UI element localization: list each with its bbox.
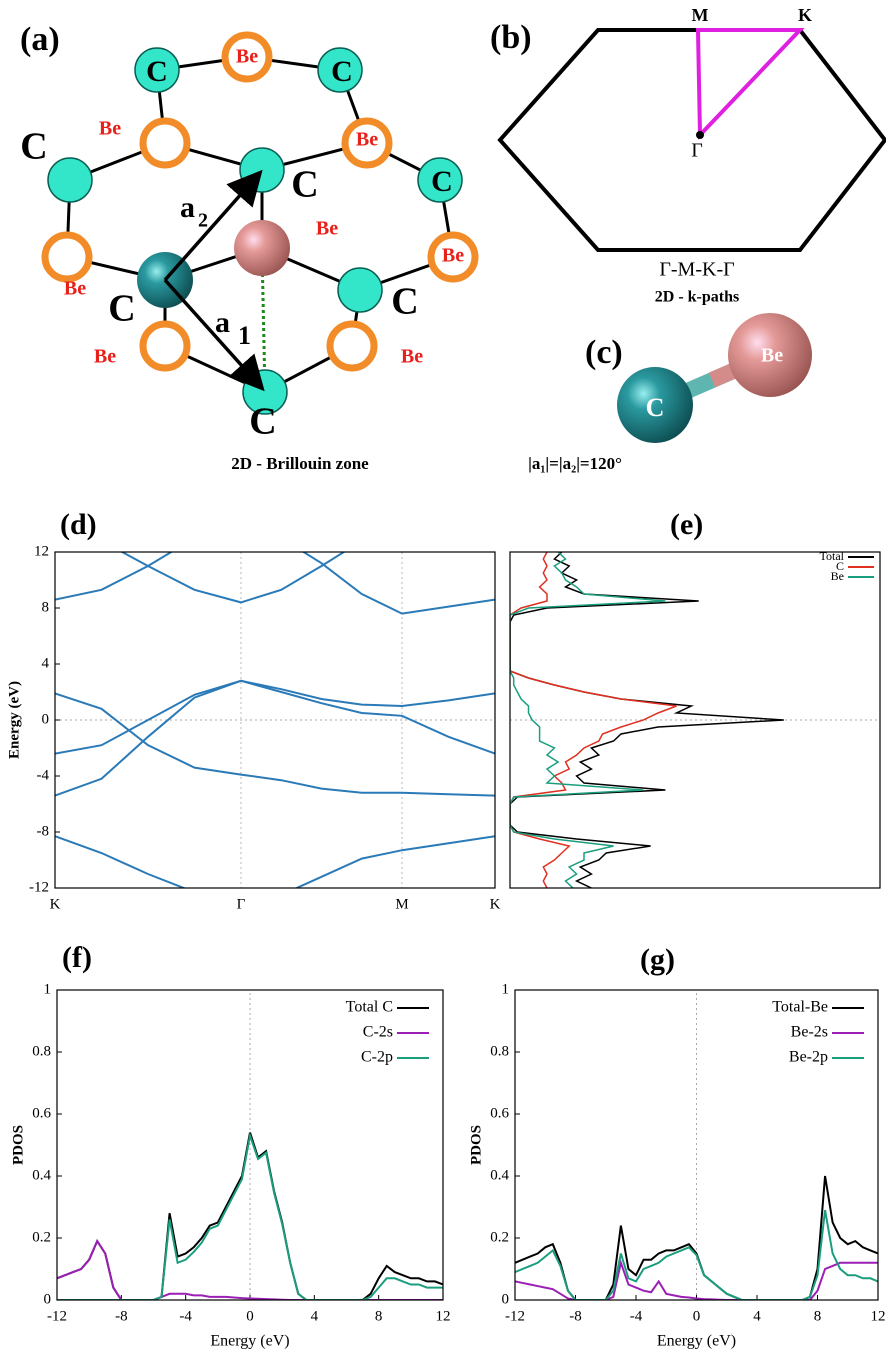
atom-label: Be <box>356 129 378 151</box>
vector-label: a <box>180 191 195 224</box>
y-tick-label: 0 <box>502 1291 510 1307</box>
caption: |a₁|=|a₂|=120° <box>528 454 622 473</box>
atom-label: C <box>249 401 276 443</box>
be-ring <box>143 324 187 368</box>
x-tick-label: 8 <box>814 1308 822 1324</box>
x-tick-label: M <box>395 896 408 912</box>
x-tick-label: K <box>490 896 501 912</box>
x-tick-label: 4 <box>311 1308 319 1324</box>
legend-label: Total C <box>346 999 393 1016</box>
atom-label: Be <box>94 346 116 368</box>
point-label: K <box>798 5 812 25</box>
x-tick-label: K <box>50 896 61 912</box>
y-tick-label: 0.2 <box>490 1229 509 1245</box>
y-tick-label: 12 <box>34 543 49 559</box>
x-axis-label: Energy (eV) <box>210 1333 289 1350</box>
y-tick-label: 8 <box>42 599 50 615</box>
y-axis-label: PDOS <box>10 1125 26 1165</box>
vector-subscript: 1 <box>238 321 251 350</box>
be-ring <box>330 324 374 368</box>
point-label: M <box>692 5 709 25</box>
be-ring <box>143 121 187 165</box>
legend-label: Total-Be <box>772 999 828 1016</box>
x-tick-label: 12 <box>871 1308 886 1324</box>
legend-label: C-2p <box>361 1049 393 1066</box>
be-ring <box>45 235 89 279</box>
vector-label: a <box>215 306 230 339</box>
atom-label: C <box>108 288 135 330</box>
legend-label: Be-2p <box>789 1049 828 1066</box>
y-tick-label: 0.6 <box>32 1105 51 1121</box>
x-tick-label: -4 <box>630 1308 643 1324</box>
point-label: Γ <box>691 140 703 162</box>
c-atom <box>48 158 92 202</box>
x-tick-label: -12 <box>47 1308 67 1324</box>
atom-label: Be <box>99 118 121 140</box>
y-tick-label: 0.6 <box>490 1105 509 1121</box>
y-tick-label: 0.8 <box>32 1043 51 1059</box>
atom-label: Be <box>236 46 258 68</box>
atom-label: C <box>391 281 418 323</box>
x-tick-label: 8 <box>375 1308 383 1324</box>
atom-label: C <box>146 55 168 88</box>
panel-label: (b) <box>490 19 532 56</box>
x-tick-label: -8 <box>569 1308 582 1324</box>
y-tick-label: 1 <box>502 981 510 997</box>
x-tick-label: 4 <box>753 1308 761 1324</box>
legend-label: C-2s <box>363 1024 393 1041</box>
panel-label: (g) <box>640 943 675 976</box>
caption: 2D - Brillouin zone <box>231 454 369 473</box>
atom-label: Be <box>442 245 464 267</box>
y-tick-label: 0.2 <box>32 1229 51 1245</box>
y-axis-label: Energy (eV) <box>6 681 22 759</box>
x-tick-label: 0 <box>693 1308 701 1324</box>
x-axis-label: Energy (eV) <box>657 1333 736 1350</box>
y-axis-label: PDOS <box>468 1125 484 1165</box>
y-tick-label: 0.4 <box>32 1167 51 1183</box>
y-tick-label: 4 <box>42 655 50 671</box>
y-tick-label: 0.8 <box>490 1043 509 1059</box>
atom-label: C <box>20 126 47 168</box>
gamma-point <box>696 131 704 139</box>
panel-label: (a) <box>20 21 60 58</box>
vector-subscript: 2 <box>198 210 208 232</box>
y-tick-label: 1 <box>44 981 52 997</box>
atom-label: Be <box>316 218 338 240</box>
atom-label: C <box>291 164 318 206</box>
legend-label: Be <box>831 569 844 583</box>
be-sphere <box>234 220 290 276</box>
panel-label: (e) <box>670 508 703 541</box>
y-tick-label: 0 <box>42 711 50 727</box>
kpath-label: 2D - k-paths <box>655 289 739 306</box>
x-tick-label: -8 <box>115 1308 128 1324</box>
atom-label: C <box>431 165 453 198</box>
x-tick-label: 0 <box>246 1308 254 1324</box>
figure: Be C C Be Be C C C Be Be Be C C Be Be C … <box>0 0 886 1357</box>
y-tick-label: -8 <box>37 823 50 839</box>
y-tick-label: 0 <box>44 1291 52 1307</box>
legend-label: Be-2s <box>791 1024 828 1041</box>
y-tick-label: -4 <box>37 767 50 783</box>
c-atom <box>338 268 382 312</box>
atom-label: Be <box>401 346 423 368</box>
atom-label: C <box>646 393 665 422</box>
panel-label: (c) <box>585 334 623 371</box>
x-tick-label: Γ <box>237 896 246 912</box>
x-tick-label: -4 <box>179 1308 192 1324</box>
path-label: Γ-M-K-Γ <box>659 259 734 281</box>
atom-label: C <box>331 55 353 88</box>
panel-label: (f) <box>62 941 92 974</box>
x-tick-label: 12 <box>436 1308 451 1324</box>
y-tick-label: 0.4 <box>490 1167 509 1183</box>
y-tick-label: -12 <box>29 879 49 895</box>
x-tick-label: -12 <box>505 1308 525 1324</box>
panel-label: (d) <box>60 508 97 541</box>
atom-label: Be <box>761 345 783 367</box>
atom-label: Be <box>64 278 86 300</box>
